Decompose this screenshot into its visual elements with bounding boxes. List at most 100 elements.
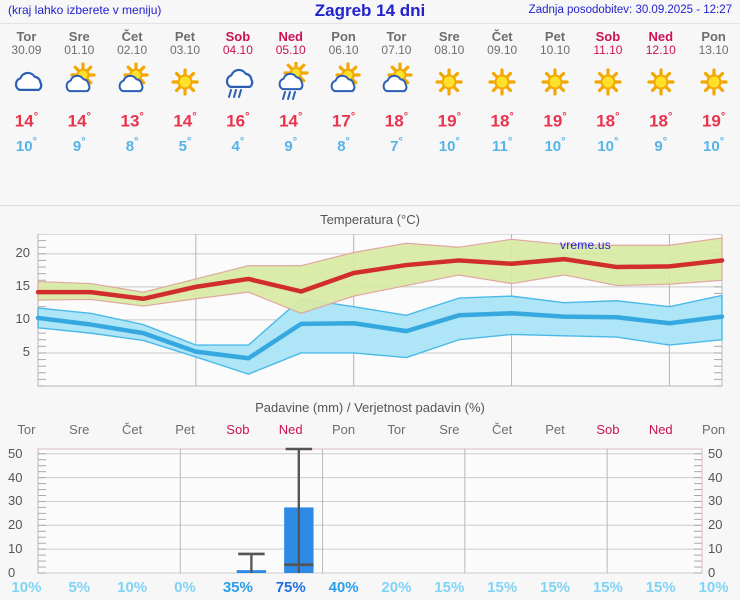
temperature-min: 7° [390,135,403,155]
day-date: 13.10 [698,43,729,57]
precipitation-axis-tick: 20 [8,517,23,533]
temperature-max: 18° [490,111,514,131]
sunny-icon [165,62,205,102]
temperature-min: 4° [231,135,245,155]
location-hint: (kraj lahko izberete v meniju) [8,3,162,17]
temperature-min: 10° [15,135,37,155]
day-date: 01.10 [64,43,95,57]
temperature-min: 5° [178,135,192,155]
day-name: Ned [648,29,674,44]
precipitation-axis-tick: 50 [8,445,23,461]
precipitation-axis-tick: 30 [8,493,23,509]
precipitation-probability: 5% [68,579,91,596]
temperature-max: 19° [437,111,461,131]
forecast-day-column: Tor 07.10 18° 7° [370,28,423,196]
forecast-day-column: Pet 03.10 14° 5° [159,28,212,196]
precipitation-axis-tick: 40 [708,469,723,485]
precipitation-day-label: Ned [278,422,303,437]
forecast-day-column: Tor 30.09 14° 10° [0,28,53,196]
day-name: Tor [16,29,37,44]
page-header: (kraj lahko izberete v meniju) Zagreb 14… [0,0,740,22]
temperature-max: 14° [67,111,91,131]
temperature-min: 9° [284,135,298,155]
forecast-day-column: Ned 12.10 18° 9° [634,28,687,196]
forecast-day-column: Sre 08.10 19° 10° [423,28,476,196]
temperature-min: 8° [337,135,350,155]
sunny-icon [588,62,628,102]
day-date: 30.09 [11,43,42,57]
temperature-axis-tick: 15 [15,277,30,293]
precipitation-probability: 0% [174,579,196,596]
day-name: Pon [701,29,726,44]
precipitation-day-label: Tor [387,422,406,437]
precipitation-axis-tick: 10 [8,541,23,557]
day-date: 07.10 [381,43,412,57]
partly-sunny-icon [112,62,152,102]
temperature-min: 11° [492,135,513,155]
temperature-min: 10° [703,135,725,155]
temperature-chart: Temperatura (°C) [0,212,740,397]
rain-icon [218,62,258,102]
forecast-day-strip: Tor 30.09 14° 10° Sre 01.10 14° 9° Čet 02.10 13… [0,28,740,196]
precipitation-day-label: Pon [702,422,726,437]
precipitation-day-label: Pet [175,422,195,437]
temperature-axis-tick: 20 [15,244,30,260]
day-name: Pet [544,29,566,44]
precipitation-probability: 15% [434,579,465,596]
forecast-day-column: Čet 09.10 18° 11° [476,28,529,196]
forecast-day-column: Pet 10.10 19° 10° [529,28,582,196]
precipitation-probability: 15% [487,579,518,596]
precipitation-probability: 10% [11,579,42,596]
precipitation-day-label: Sob [226,422,250,437]
precipitation-day-label: Sre [439,422,460,437]
precipitation-day-label: Ned [648,422,673,437]
precipitation-day-label: Čet [122,422,143,437]
day-name: Pet [174,29,196,44]
precipitation-axis-tick: 50 [708,445,723,461]
precipitation-probability: 10% [117,579,148,596]
forecast-day-column: Sob 11.10 18° 10° [581,28,634,196]
temperature-chart-title: Temperatura (°C) [320,212,420,227]
temperature-max: 14° [279,111,303,131]
precipitation-chart-title: Padavine (mm) / Verjetnost padavin (%) [255,400,485,415]
sunny-icon [429,62,469,102]
partly-sunny-icon [59,62,99,102]
precipitation-axis-tick: 0 [8,565,16,580]
forecast-day-column: Sre 01.10 14° 9° [53,28,106,196]
precipitation-axis-tick: 10 [708,541,723,557]
day-name: Čet [121,29,143,44]
temperature-max: 18° [649,111,673,131]
temperature-max: 14° [14,111,39,131]
day-name: Sre [438,29,460,44]
day-date: 09.10 [487,43,518,57]
temperature-min: 9° [72,135,86,155]
precipitation-chart: Padavine (mm) / Verjetnost padavin (%) T… [0,400,740,600]
forecast-day-column: Sob 04.10 16° 4° [211,28,264,196]
precipitation-axis-tick: 20 [708,517,723,533]
precipitation-day-label: Pon [332,422,356,437]
precipitation-probability: 40% [328,579,359,596]
sunny-icon [694,62,734,102]
forecast-day-column: Pon 13.10 19° 10° [687,28,740,196]
precipitation-day-label: Čet [492,422,513,437]
forecast-day-column: Ned 05.10 14° 9° [264,28,317,196]
sun-rain-icon [271,62,311,102]
temperature-max: 19° [701,111,726,131]
day-date: 05.10 [275,43,306,57]
sunny-icon [482,62,522,102]
precipitation-axis-tick: 30 [708,493,723,509]
day-name: Sob [225,29,251,44]
day-date: 10.10 [540,43,571,57]
precipitation-probability: 15% [592,579,623,596]
temperature-min: 9° [654,135,668,155]
temperature-axis-tick: 5 [22,343,30,359]
day-date: 04.10 [222,43,253,57]
temperature-max: 13° [120,111,144,131]
temperature-min: 8° [125,135,139,155]
forecast-day-column: Pon 06.10 17° 8° [317,28,370,196]
precipitation-axis-tick: 0 [708,565,716,580]
day-name: Sob [595,29,621,44]
day-name: Ned [278,29,303,44]
partly-sunny-icon [324,62,364,102]
page-title: Zagreb 14 dni [314,1,426,20]
